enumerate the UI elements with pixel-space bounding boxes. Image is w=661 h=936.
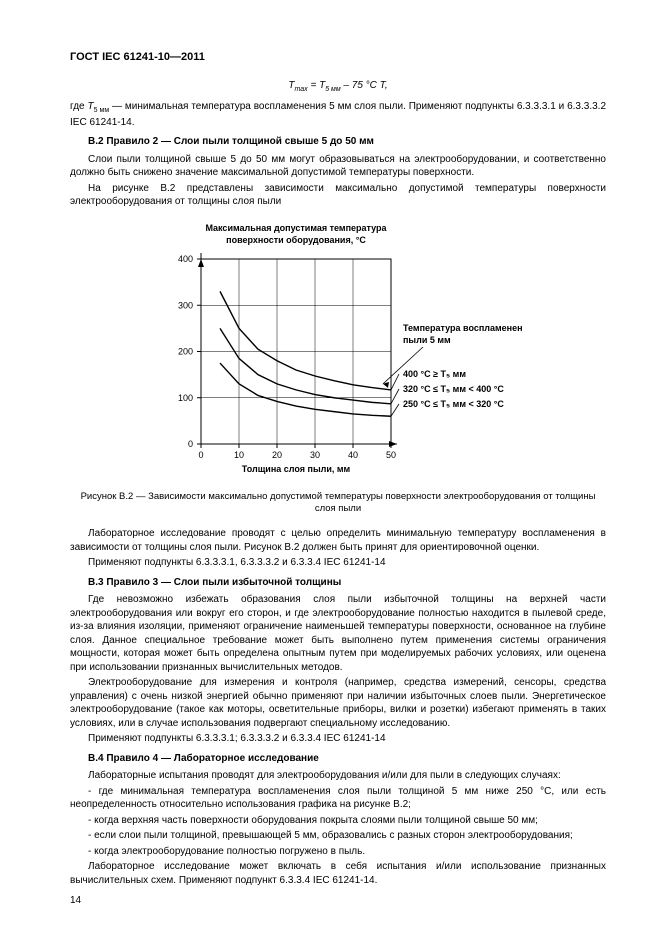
- b4-li3: - если слои пыли толщиной, превышающей 5…: [70, 829, 606, 843]
- svg-text:100: 100: [178, 392, 193, 402]
- svg-text:200: 200: [178, 346, 193, 356]
- svg-text:20: 20: [272, 450, 282, 460]
- where-sub: 5 мм: [94, 107, 110, 114]
- svg-text:пыли 5 мм: пыли 5 мм: [403, 335, 451, 345]
- post-p2: Применяют подпункты 6.3.3.3.1, 6.3.3.3.2…: [70, 556, 606, 570]
- b2-p2: На рисунке B.2 представлены зависимости …: [70, 182, 606, 209]
- f-lhs-sub: max: [294, 86, 307, 93]
- b4-li1: - где минимальная температура воспламене…: [70, 785, 606, 812]
- svg-text:250 °С ≤ T₅ мм < 320 °С: 250 °С ≤ T₅ мм < 320 °С: [403, 399, 504, 409]
- rule-b3-title: B.3 Правило 3 — Слои пыли избыточной тол…: [70, 576, 606, 590]
- svg-text:400 °С ≥ T₅ мм: 400 °С ≥ T₅ мм: [403, 369, 466, 379]
- doc-title: ГОСТ IEC 61241-10—2011: [70, 50, 606, 65]
- formula: Tmax = T5 мм – 75 °C T,: [70, 79, 606, 94]
- svg-text:Максимальная допустимая темпер: Максимальная допустимая температура: [205, 223, 387, 233]
- b3-p3: Применяют подпункты 6.3.3.3.1; 6.3.3.3.2…: [70, 732, 606, 746]
- rule-b2-title: B.2 Правило 2 — Слои пыли толщиной свыше…: [70, 135, 606, 149]
- svg-text:320 °С ≤ T₅ мм < 400 °С: 320 °С ≤ T₅ мм < 400 °С: [403, 384, 504, 394]
- rule-b4-title: B.4 Правило 4 — Лабораторное исследовани…: [70, 752, 606, 766]
- page: ГОСТ IEC 61241-10—2011 Tmax = T5 мм – 75…: [0, 0, 661, 909]
- where-pre: где: [70, 101, 87, 112]
- chart-svg: Максимальная допустимая температура повер…: [153, 219, 523, 479]
- b4-li4: - когда электрооборудование полностью по…: [70, 845, 606, 859]
- svg-text:0: 0: [188, 439, 193, 449]
- b4-p2: Лабораторное исследование может включать…: [70, 860, 606, 887]
- figure-caption: Рисунок B.2 — Зависимости максимально до…: [70, 491, 606, 516]
- b4-li2: - когда верхняя часть поверхности оборуд…: [70, 814, 606, 828]
- svg-text:400: 400: [178, 254, 193, 264]
- svg-text:Температура воспламенения слоя: Температура воспламенения слоя: [403, 323, 523, 333]
- b3-p2: Электрооборудование для измерения и конт…: [70, 676, 606, 730]
- post-p1: Лабораторное исследование проводят с цел…: [70, 527, 606, 554]
- f-rhs1-sub: 5 мм: [325, 86, 340, 93]
- svg-text:Толщина слоя пыли, мм: Толщина слоя пыли, мм: [242, 464, 351, 474]
- f-tail: T,: [380, 80, 388, 91]
- svg-text:300: 300: [178, 300, 193, 310]
- chart: Максимальная допустимая температура повер…: [153, 219, 523, 479]
- f-rhs2: – 75 °C: [341, 80, 380, 91]
- svg-text:50: 50: [386, 450, 396, 460]
- svg-text:40: 40: [348, 450, 358, 460]
- b4-p1: Лабораторные испытания проводят для элек…: [70, 769, 606, 783]
- svg-text:10: 10: [234, 450, 244, 460]
- b2-p1: Слои пыли толщиной свыше 5 до 50 мм могу…: [70, 153, 606, 180]
- where-line: где T5 мм — минимальная температура восп…: [70, 100, 606, 129]
- page-number: 14: [70, 895, 81, 906]
- where-text: — минимальная температура воспламенения …: [70, 101, 606, 127]
- f-eq: =: [308, 80, 319, 91]
- b3-p1: Где невозможно избежать образования слоя…: [70, 593, 606, 674]
- svg-text:поверхности оборудования, °С: поверхности оборудования, °С: [226, 235, 366, 245]
- svg-text:30: 30: [310, 450, 320, 460]
- svg-text:0: 0: [198, 450, 203, 460]
